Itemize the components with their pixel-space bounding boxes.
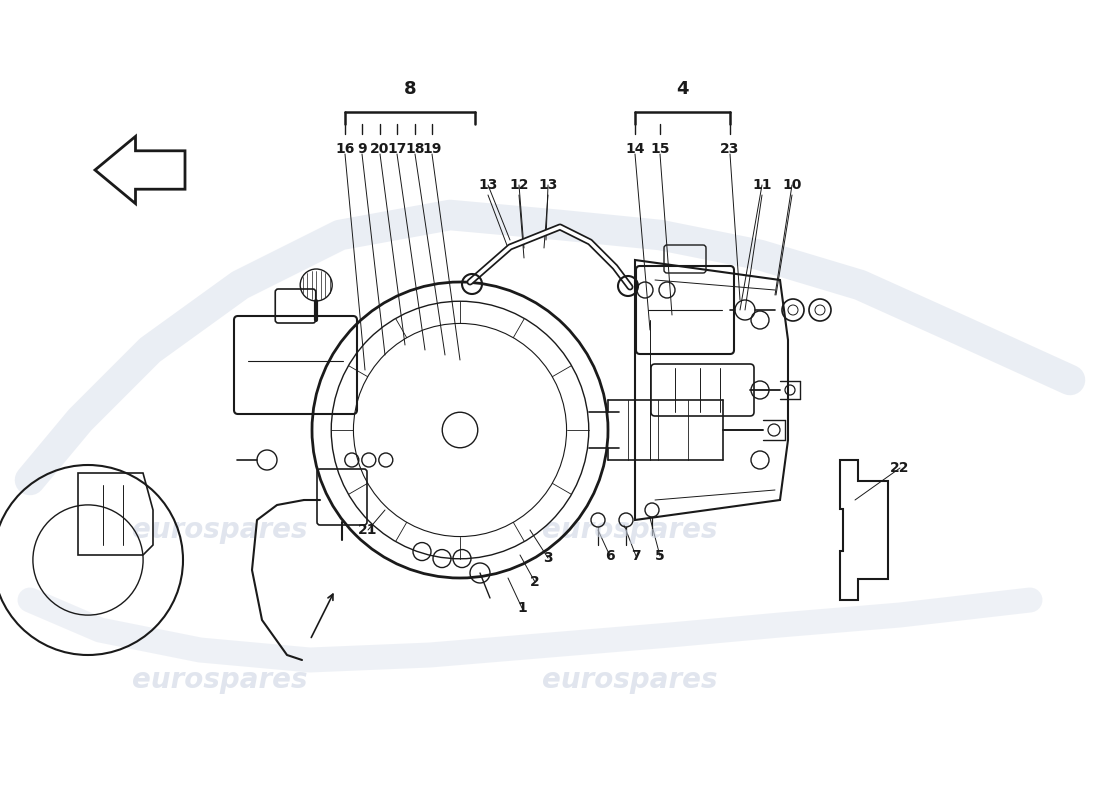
Text: 23: 23 — [720, 142, 739, 156]
Text: 9: 9 — [358, 142, 366, 156]
Text: 8: 8 — [404, 80, 416, 98]
Text: eurospares: eurospares — [132, 666, 308, 694]
Text: 4: 4 — [675, 80, 689, 98]
Text: 21: 21 — [359, 523, 377, 537]
Text: 16: 16 — [336, 142, 354, 156]
Text: 3: 3 — [543, 551, 553, 565]
Text: 13: 13 — [538, 178, 558, 192]
Text: 1: 1 — [517, 601, 527, 615]
Text: 5: 5 — [656, 549, 664, 563]
Text: 11: 11 — [752, 178, 772, 192]
Text: 18: 18 — [405, 142, 425, 156]
Text: eurospares: eurospares — [542, 666, 717, 694]
Text: 20: 20 — [371, 142, 389, 156]
Text: 10: 10 — [782, 178, 802, 192]
Text: 6: 6 — [605, 549, 615, 563]
Text: 12: 12 — [509, 178, 529, 192]
Text: 22: 22 — [890, 461, 910, 475]
Text: eurospares: eurospares — [132, 516, 308, 544]
Text: 19: 19 — [422, 142, 442, 156]
Text: 7: 7 — [631, 549, 641, 563]
Text: eurospares: eurospares — [542, 516, 717, 544]
Text: 15: 15 — [650, 142, 670, 156]
Text: 13: 13 — [478, 178, 497, 192]
Text: 17: 17 — [387, 142, 407, 156]
Text: 2: 2 — [530, 575, 540, 589]
Text: 14: 14 — [625, 142, 645, 156]
